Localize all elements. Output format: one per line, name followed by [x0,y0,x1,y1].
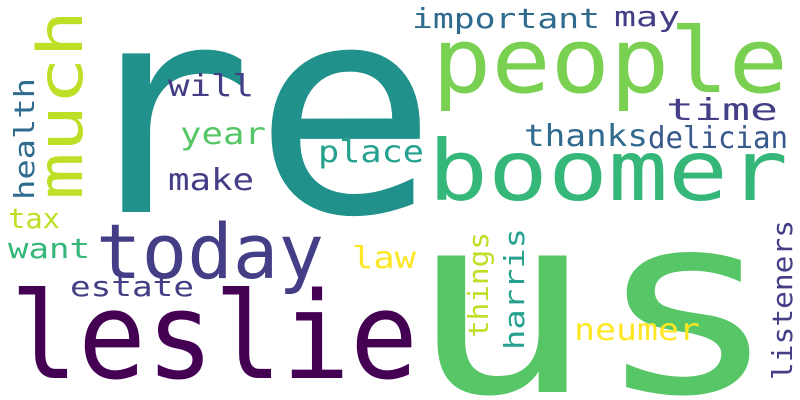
word-much: much [24,10,97,200]
word-delician: delician [648,121,788,156]
word-neumer: neumer [574,313,700,348]
word-may: may [614,0,680,33]
word-want: want [8,232,90,265]
word-place: place [318,135,424,170]
word-important: important [412,2,600,35]
word-law: law [352,241,417,276]
word-make: make [168,163,254,198]
word-today: today [96,207,324,296]
word-thanks: thanks [524,119,648,154]
word-harris: harris [498,228,531,350]
word-us: us [408,160,780,400]
word-re: re [68,0,438,281]
word-people: people [432,9,788,114]
word-tax: tax [8,202,60,235]
word-will: will [168,69,254,104]
word-listeners: listeners [766,220,799,380]
word-things: things [462,232,495,338]
word-year: year [180,117,266,152]
word-leslie: leslie [10,268,418,400]
word-time: time [666,93,778,128]
word-health: health [8,78,41,200]
word-boomer: boomer [428,122,788,220]
word-estate: estate [70,270,194,303]
